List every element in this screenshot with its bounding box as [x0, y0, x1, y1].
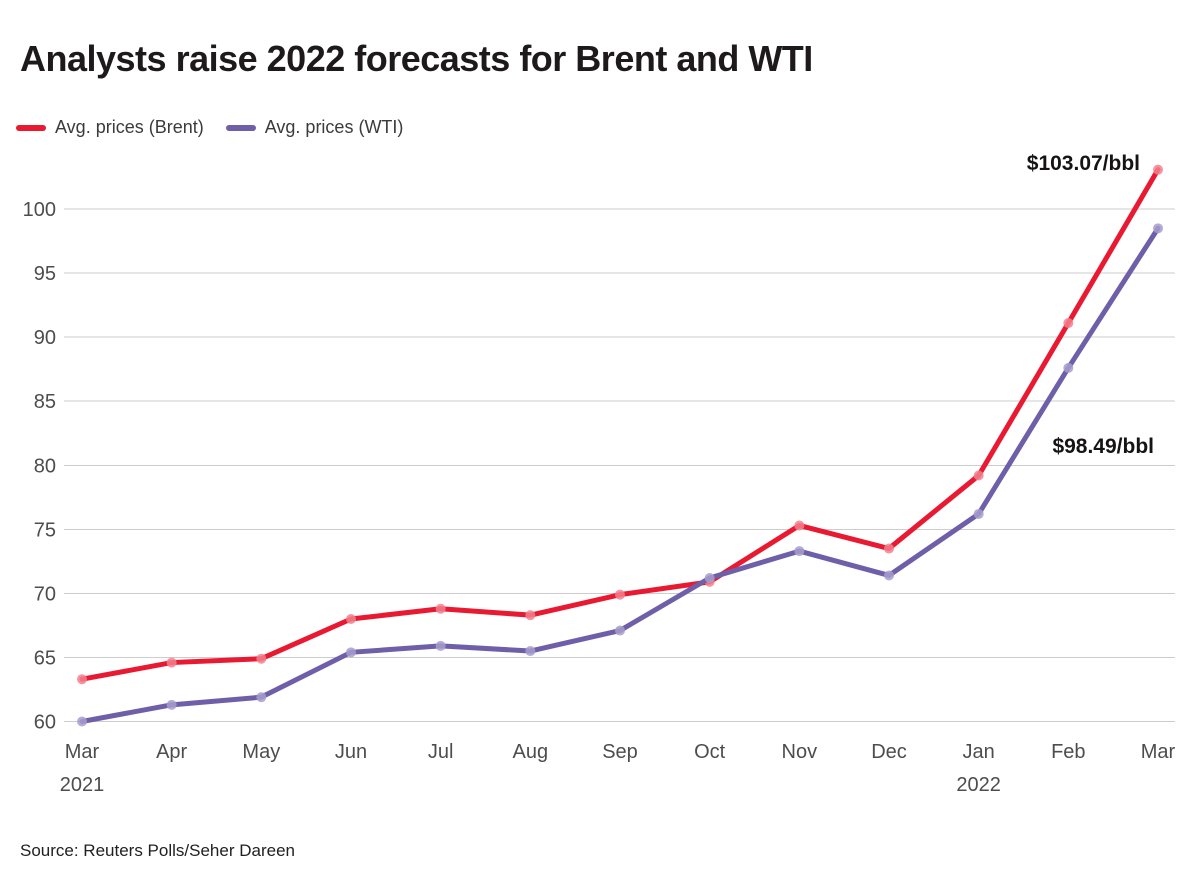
brent-data-point — [435, 603, 446, 614]
brent-data-point — [256, 653, 267, 664]
brent-line — [79, 167, 1161, 682]
wti-data-point — [704, 573, 715, 583]
wti-data-point — [525, 646, 536, 657]
brent-data-point — [1153, 164, 1164, 175]
wti-line — [79, 225, 1161, 724]
brent-swatch-icon — [16, 124, 46, 131]
wti-data-point — [77, 716, 87, 727]
x-tick-label: Oct — [694, 741, 726, 763]
wti-data-point — [973, 508, 984, 519]
y-tick-label: 90 — [34, 327, 56, 349]
x-tick-label: Jul — [428, 741, 454, 763]
x-tick-year-label: 2022 — [956, 774, 1001, 796]
x-tick-label: Jun — [335, 741, 367, 763]
chart-title: Analysts raise 2022 forecasts for Brent … — [20, 38, 813, 79]
brent-data-point — [884, 543, 895, 554]
x-tick-label: Mar — [1141, 741, 1176, 763]
brent-data-point — [77, 674, 87, 685]
x-tick-label: Mar — [65, 741, 100, 763]
brent-data-point — [525, 610, 536, 621]
source-attribution: Source: Reuters Polls/Seher Dareen — [20, 841, 295, 860]
x-tick-label: Aug — [513, 741, 549, 763]
x-tick-label: Sep — [602, 741, 638, 763]
wti-data-point — [615, 625, 626, 636]
chart-legend: Avg. prices (Brent) Avg. prices (WTI) — [16, 117, 403, 138]
legend-label-brent: Avg. prices (Brent) — [55, 117, 204, 137]
y-tick-label: 75 — [34, 519, 56, 541]
legend-item-wti: Avg. prices (WTI) — [225, 117, 404, 138]
brent-data-point — [1063, 318, 1074, 329]
wti-data-point — [794, 546, 805, 557]
brent-data-point — [615, 589, 626, 600]
value-annotation: $103.07/bbl — [1027, 152, 1140, 175]
legend-item-brent: Avg. prices (Brent) — [16, 117, 204, 138]
y-tick-label: 60 — [34, 712, 56, 734]
brent-data-point — [794, 520, 805, 531]
x-tick-label: Nov — [782, 741, 818, 763]
wti-data-point — [1063, 362, 1074, 373]
wti-data-point — [884, 570, 895, 581]
x-tick-label: Feb — [1051, 741, 1085, 763]
x-tick-year-label: 2021 — [60, 774, 105, 796]
y-tick-label: 80 — [34, 455, 56, 477]
brent-data-point — [346, 614, 357, 624]
y-tick-label: 70 — [34, 583, 56, 605]
y-tick-label: 85 — [34, 391, 56, 413]
y-tick-label: 100 — [23, 199, 56, 221]
wti-data-point — [166, 699, 177, 710]
x-tick-label: May — [242, 741, 280, 763]
brent-data-point — [973, 470, 984, 481]
y-tick-label: 65 — [34, 647, 56, 669]
wti-data-point — [256, 692, 267, 703]
y-tick-label: 95 — [34, 263, 56, 285]
brent-data-point — [166, 657, 177, 668]
wti-swatch-icon — [225, 124, 256, 131]
wti-data-point — [435, 640, 446, 651]
x-tick-label: Apr — [156, 741, 187, 763]
legend-label-wti: Avg. prices (WTI) — [264, 117, 404, 137]
x-tick-label: Jan — [963, 741, 995, 763]
wti-data-point — [346, 647, 357, 658]
wti-data-point — [1153, 223, 1164, 234]
x-tick-label: Dec — [871, 741, 907, 763]
value-annotation: $98.49/bbl — [1052, 435, 1154, 458]
